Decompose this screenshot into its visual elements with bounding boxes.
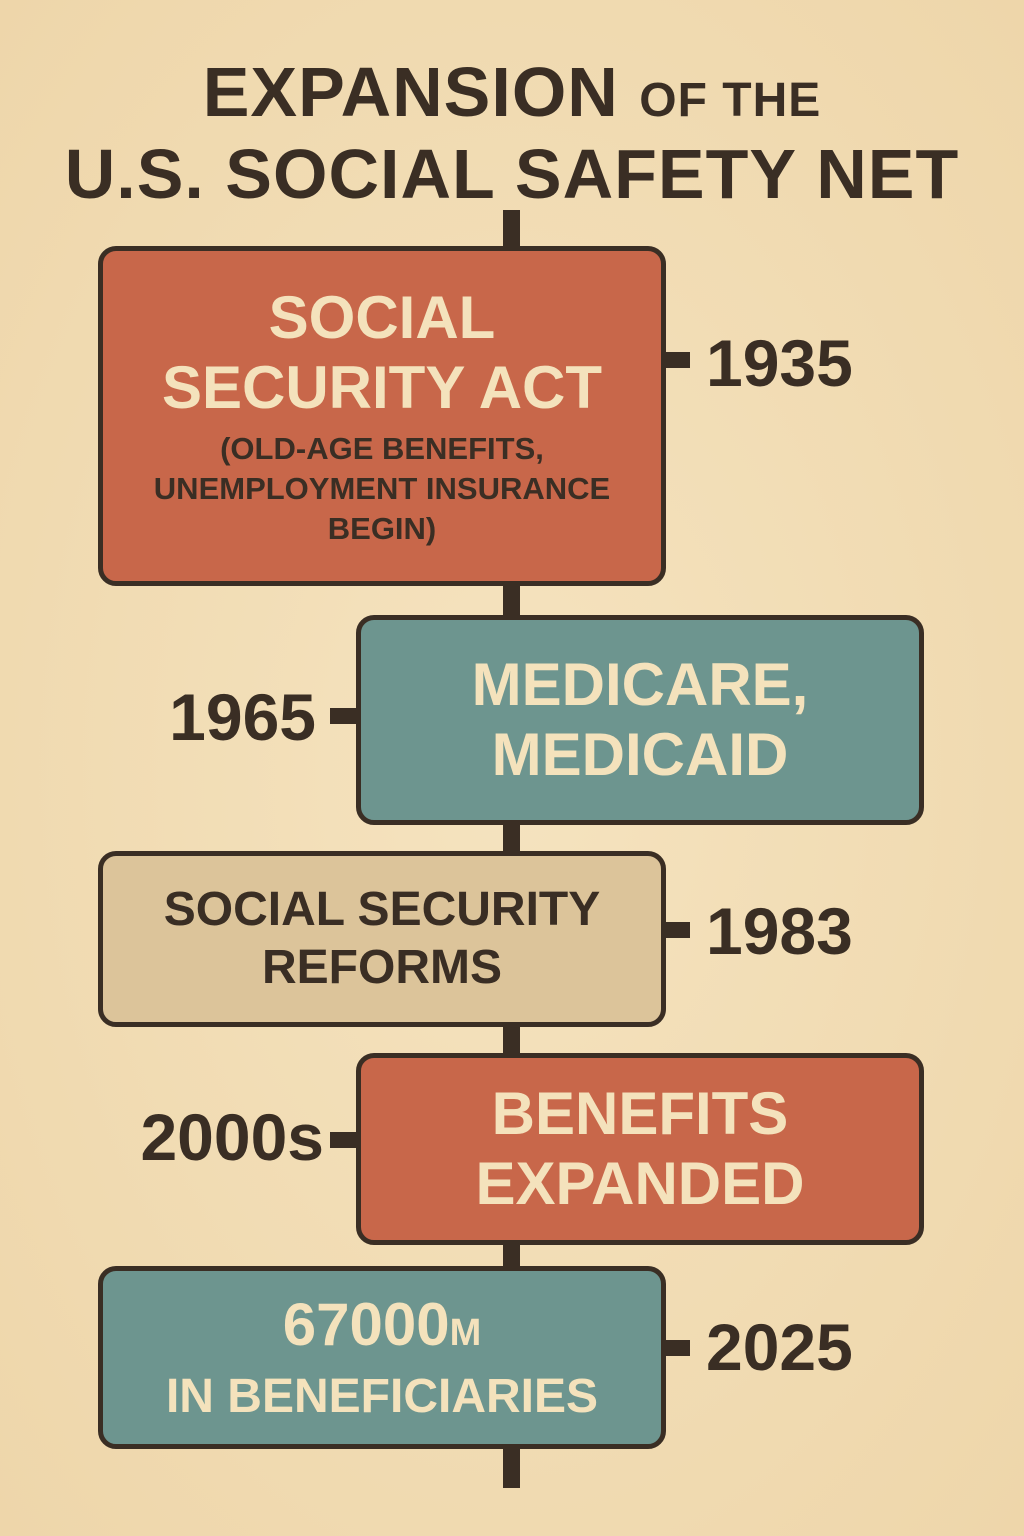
event-label: SECURITY ACT [161,354,603,421]
event-year: 1983 [706,894,853,968]
event-label: EXPANDED [475,1150,805,1217]
event-label: SOCIAL SECURITY [163,883,601,936]
event-unit: M [449,1311,482,1354]
title-line-2: U.S. SOCIAL SAFETY NET [64,135,960,213]
event-detail: UNEMPLOYMENT INSURANCE [153,471,611,506]
event-label: IN BENEFICIARIES [165,1369,599,1423]
event-detail: BEGIN) [327,511,437,546]
event-box: 67000M IN BENEFICIARIES [98,1266,666,1449]
event-box: BENEFITS EXPANDED [356,1053,924,1245]
connector [330,1132,362,1148]
event-label: REFORMS [262,941,502,994]
event-label: MEDICARE, [471,651,809,718]
event-year: 2025 [706,1310,853,1384]
connector [330,708,362,724]
event-value-line: 67000M [283,1290,482,1368]
title-line-1: EXPANSION OF THE [0,52,1024,141]
event-year: 1965 [169,680,316,754]
connector [660,1340,690,1356]
event-box: SOCIAL SECURITY ACT (OLD-AGE BENEFITS, U… [98,246,666,586]
event-box: MEDICARE, MEDICAID [356,615,924,825]
event-label: SOCIAL [268,284,496,351]
event-year: 2000s [140,1100,324,1174]
title-main: EXPANSION [202,53,619,131]
event-label: BENEFITS [491,1080,789,1147]
event-detail: (OLD-AGE BENEFITS, [220,431,544,466]
connector [660,352,690,368]
event-box: SOCIAL SECURITY REFORMS [98,851,666,1027]
connector [660,922,690,938]
event-value: 67000 [282,1290,450,1358]
event-label: MEDICAID [491,721,789,788]
title-small: OF THE [639,74,822,127]
event-year: 1935 [706,326,853,400]
